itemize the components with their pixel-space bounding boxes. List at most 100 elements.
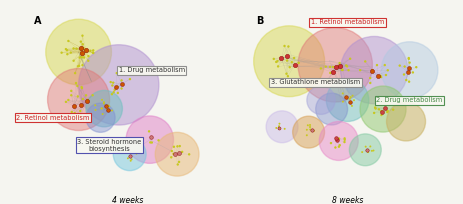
Text: 4 weeks: 4 weeks [112,196,144,204]
Point [124,157,131,160]
Circle shape [113,138,146,171]
Point [342,95,350,99]
Point [99,112,106,116]
Point [336,61,344,65]
Point [342,95,350,99]
Point [384,109,391,113]
Point [406,66,413,70]
Circle shape [316,93,348,125]
Point [358,151,366,154]
Point [133,152,140,155]
Point [374,74,382,77]
Point [357,69,364,72]
Point [109,81,117,84]
Point [71,111,78,115]
Point [288,61,295,64]
Point [405,57,413,60]
Point [105,104,112,107]
Point [377,74,384,77]
Point [89,51,97,54]
Text: 1. Retinol metabolism: 1. Retinol metabolism [311,19,384,25]
Point [273,60,280,64]
Point [78,51,86,55]
Circle shape [86,90,122,127]
Point [375,108,382,111]
Point [84,98,91,101]
Point [170,152,177,155]
Point [174,163,181,166]
Point [277,57,285,60]
Point [77,46,85,49]
Point [406,80,413,83]
Point [341,137,348,140]
Circle shape [319,121,358,160]
Circle shape [340,37,408,104]
Point [384,69,392,72]
Point [307,125,314,129]
Point [274,60,281,63]
Point [348,104,356,108]
Point [368,70,375,73]
Point [98,107,106,110]
Point [284,74,292,78]
Point [148,141,156,144]
Point [63,53,71,56]
Point [114,91,121,95]
Point [373,63,381,67]
Point [413,65,420,69]
Point [118,79,125,82]
Point [346,97,353,101]
Point [409,71,417,74]
Point [118,82,125,86]
Circle shape [126,116,174,163]
Point [87,49,94,52]
Point [89,51,97,54]
Point [382,106,389,110]
Point [291,63,298,67]
Text: 1. Drug metabolism: 1. Drug metabolism [119,67,185,73]
Point [79,97,87,101]
Text: 8 weeks: 8 weeks [332,196,363,204]
Point [275,126,282,130]
Point [275,125,283,128]
Point [330,71,337,74]
Point [65,39,72,43]
Point [333,137,340,141]
Point [329,65,337,69]
Point [79,51,86,54]
Point [108,93,116,96]
Point [178,150,186,153]
Point [396,64,403,67]
Point [118,87,125,90]
Point [367,76,374,80]
Point [78,86,86,90]
Point [370,111,378,115]
Point [346,57,354,60]
Point [326,65,334,69]
Point [332,136,340,140]
Point [307,123,314,127]
Point [79,34,86,37]
Point [326,71,334,74]
Point [332,65,339,68]
Point [89,49,97,52]
Point [400,73,408,76]
Point [73,115,80,118]
Point [401,65,408,68]
Point [170,145,178,148]
Point [403,78,410,82]
Point [75,65,82,68]
Point [67,51,75,54]
Point [98,107,105,110]
Circle shape [266,111,298,143]
Point [382,73,390,77]
Point [327,141,335,145]
Point [106,105,113,108]
Point [270,57,277,61]
Point [405,57,413,60]
Point [367,81,374,85]
Point [104,104,112,107]
Point [155,139,162,142]
Point [108,109,116,112]
Point [145,130,153,133]
